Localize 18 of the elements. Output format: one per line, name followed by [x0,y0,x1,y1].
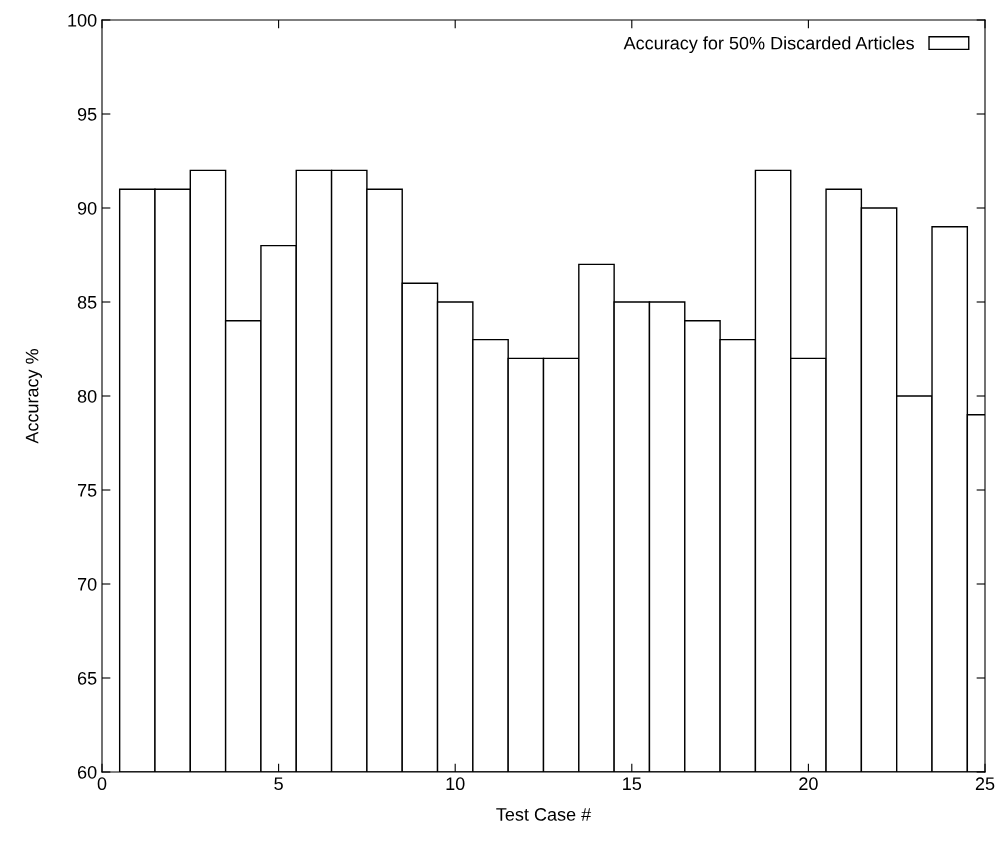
y-axis-title: Accuracy % [25,348,43,444]
y-tick-label: 70 [77,577,97,591]
y-tick-label: 85 [77,295,97,309]
x-tick-label: 20 [799,777,818,791]
y-tick-label: 80 [77,389,97,403]
y-tick-label: 95 [77,107,97,121]
y-tick-label: 60 [77,765,97,779]
x-tick-label: 10 [446,777,465,791]
x-tick-label: 5 [274,777,283,791]
y-tick-label: 65 [77,671,97,685]
y-tick-label: 75 [77,484,97,497]
y-tick-label: 100 [68,13,97,27]
x-axis-title: Test Case # [496,808,592,821]
legend-label: Accuracy for 50% Discarded Articles [623,36,914,54]
x-tick-label: 25 [975,777,995,791]
x-tick-label: 15 [623,777,642,791]
y-tick-label: 90 [77,201,97,215]
x-tick-label: 0 [97,777,107,791]
